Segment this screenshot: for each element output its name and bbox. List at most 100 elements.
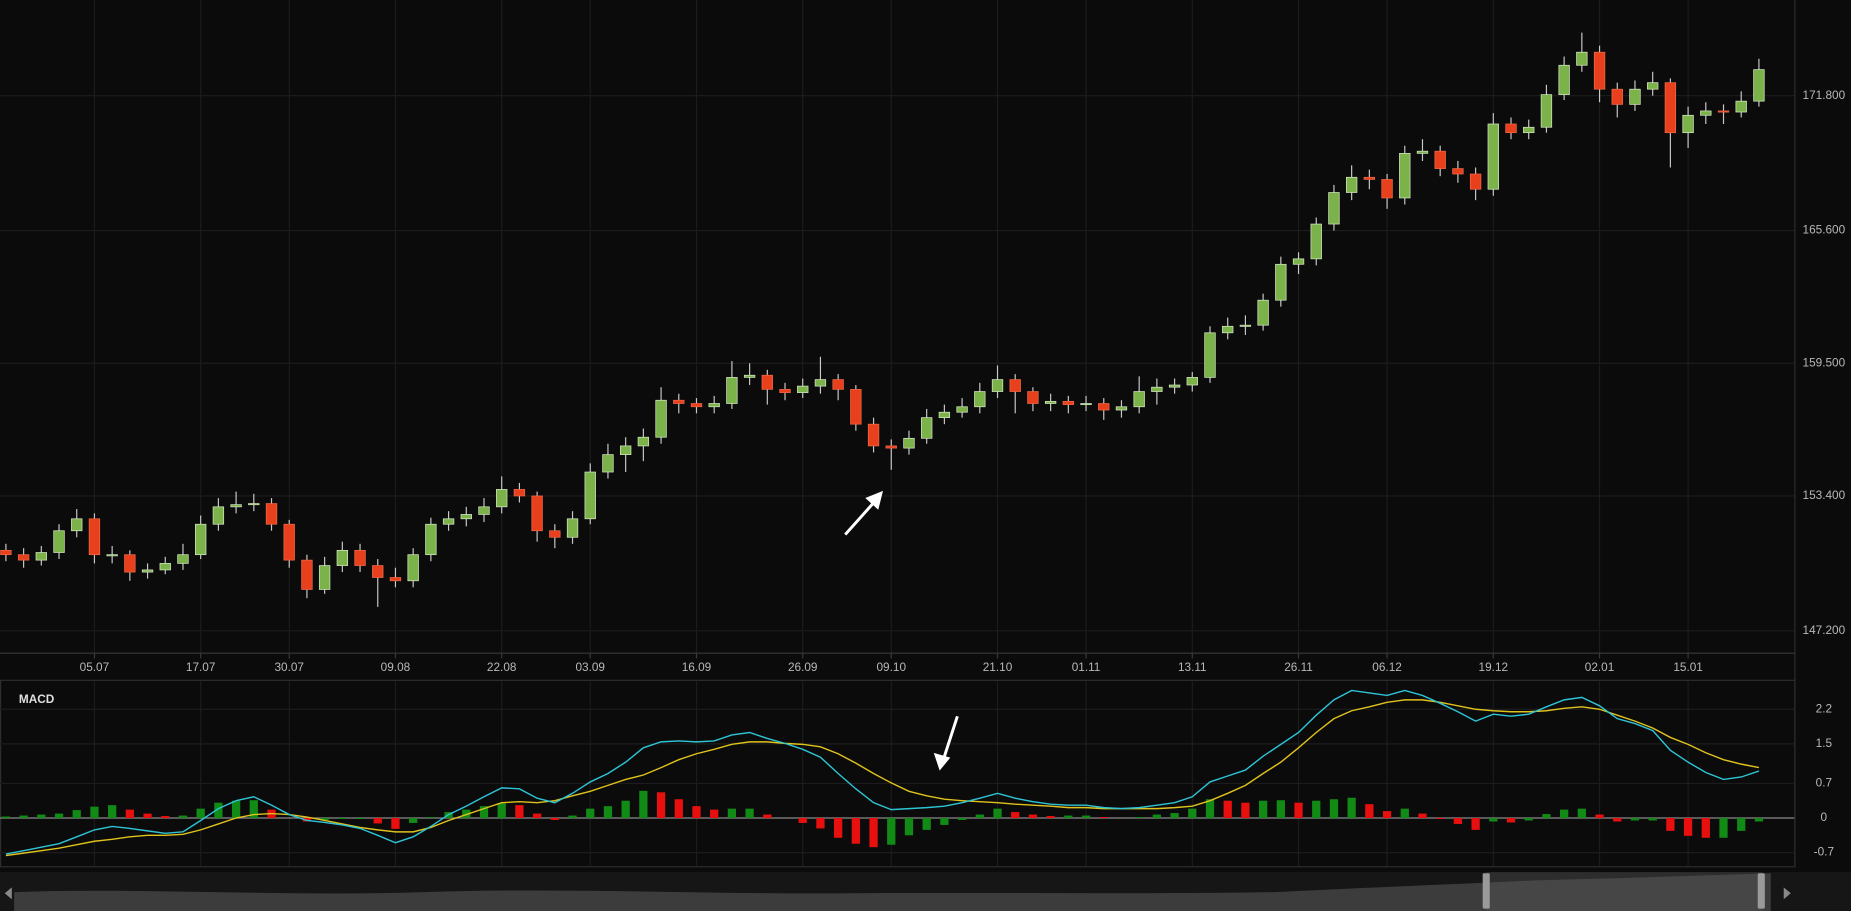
histogram-bar xyxy=(125,809,134,819)
candle-body xyxy=(1186,377,1198,386)
layers: 147.200 153.400 159.500 165.600 171.800 05.07… xyxy=(0,0,1846,867)
candle-body xyxy=(212,506,225,525)
histogram-bar xyxy=(515,805,524,819)
scroll-left[interactable] xyxy=(4,887,12,900)
candle-body xyxy=(1558,64,1570,95)
histogram-bar xyxy=(72,810,81,819)
histogram-bar xyxy=(1,816,11,819)
histogram-bar xyxy=(940,818,949,825)
x-tick-label: 13.11 xyxy=(1178,660,1207,674)
candle-body xyxy=(53,530,65,553)
candle-body xyxy=(566,518,579,538)
histogram-bar xyxy=(178,815,188,819)
histogram-bar xyxy=(727,808,737,819)
histogram-bar xyxy=(1258,800,1268,819)
candle-body xyxy=(141,569,154,573)
histogram-bar xyxy=(409,818,418,823)
x-tick-label: 15.01 xyxy=(1673,660,1703,674)
signal-line xyxy=(5,699,1760,857)
histogram-bar xyxy=(639,790,648,819)
candle-body xyxy=(1009,379,1021,392)
histogram-bar xyxy=(1294,802,1303,819)
x-tick-label: 09.08 xyxy=(381,660,411,674)
histogram-bar xyxy=(1754,818,1764,822)
histogram-bar xyxy=(1400,808,1409,819)
candle-body xyxy=(1204,332,1216,378)
candle-body xyxy=(1682,114,1694,134)
x-tick-label: 22.08 xyxy=(487,660,517,674)
x-tick-label: 17.07 xyxy=(186,660,216,674)
histogram-bar xyxy=(1312,800,1321,819)
histogram-bar xyxy=(1701,818,1710,838)
navigator-handle[interactable] xyxy=(1757,873,1765,909)
histogram-bar xyxy=(586,808,595,819)
candle-body xyxy=(265,503,278,525)
y-tick-label: 0 xyxy=(1821,810,1828,824)
histogram-bar xyxy=(656,792,666,819)
candle-body xyxy=(921,417,933,439)
histogram-bar xyxy=(1471,818,1480,830)
y-tick-label: 147.200 xyxy=(1803,623,1846,637)
candle-body xyxy=(1080,403,1092,406)
candle-body xyxy=(584,471,596,520)
histogram-bar xyxy=(745,808,754,819)
histogram-bar xyxy=(1152,814,1162,819)
histogram-bar xyxy=(550,818,559,820)
candle-body xyxy=(743,374,756,378)
candle-body xyxy=(1239,324,1252,327)
candle-body xyxy=(690,403,703,408)
candle-body xyxy=(602,454,614,473)
histogram-bar xyxy=(869,818,878,848)
scroll-right[interactable] xyxy=(1783,887,1791,900)
candle-body xyxy=(195,523,207,556)
histogram-bar xyxy=(1630,818,1640,821)
histogram-bar xyxy=(1205,799,1215,819)
histogram-bar xyxy=(957,818,967,820)
candle-body xyxy=(71,518,83,532)
candle-body xyxy=(850,389,862,425)
candle-body xyxy=(1469,173,1482,190)
candle-body xyxy=(531,495,543,532)
histogram-bar xyxy=(798,818,807,823)
histogram-bar xyxy=(1489,818,1498,822)
candle-body xyxy=(1292,258,1305,265)
histogram-bar xyxy=(196,808,205,819)
candle-body xyxy=(1275,263,1287,301)
x-tick-label: 21.10 xyxy=(983,660,1013,674)
candle-body xyxy=(938,411,951,418)
candle-body xyxy=(637,436,650,447)
x-tick-label: 26.11 xyxy=(1284,660,1313,674)
candle-body xyxy=(230,504,242,508)
histogram-bar xyxy=(692,806,701,819)
candle-body xyxy=(1700,110,1712,116)
annotation-arrow xyxy=(844,490,884,536)
histogram-bar xyxy=(1436,818,1445,820)
candle-body xyxy=(779,389,791,393)
histogram-bar xyxy=(1542,814,1551,819)
x-tick-label: 19.12 xyxy=(1479,660,1509,674)
candle-body xyxy=(708,403,720,408)
candle-body xyxy=(885,445,897,449)
histogram-bar xyxy=(1666,818,1675,831)
candle-body xyxy=(1753,69,1765,102)
candle-body xyxy=(655,399,667,438)
candle-body xyxy=(867,423,880,447)
candle-body xyxy=(88,518,101,556)
x-tick-label: 02.01 xyxy=(1585,660,1615,674)
histogram-bar xyxy=(1099,817,1108,819)
y-tick-label: 159.500 xyxy=(1803,355,1846,369)
navigator[interactable] xyxy=(0,872,1851,911)
histogram-bar xyxy=(1595,814,1604,819)
histogram-bar xyxy=(1382,811,1392,819)
histogram-bar xyxy=(1453,818,1463,824)
candle-body xyxy=(1363,176,1376,180)
candle-body xyxy=(1416,150,1429,154)
candle-body xyxy=(1647,82,1659,90)
navigator-handle[interactable] xyxy=(1482,873,1490,909)
candle-body xyxy=(549,530,561,538)
histogram-bar xyxy=(816,818,825,829)
histogram-bar xyxy=(851,818,860,844)
histogram-bar xyxy=(426,817,436,819)
candle-body xyxy=(318,565,331,590)
histogram-bar xyxy=(320,818,329,820)
